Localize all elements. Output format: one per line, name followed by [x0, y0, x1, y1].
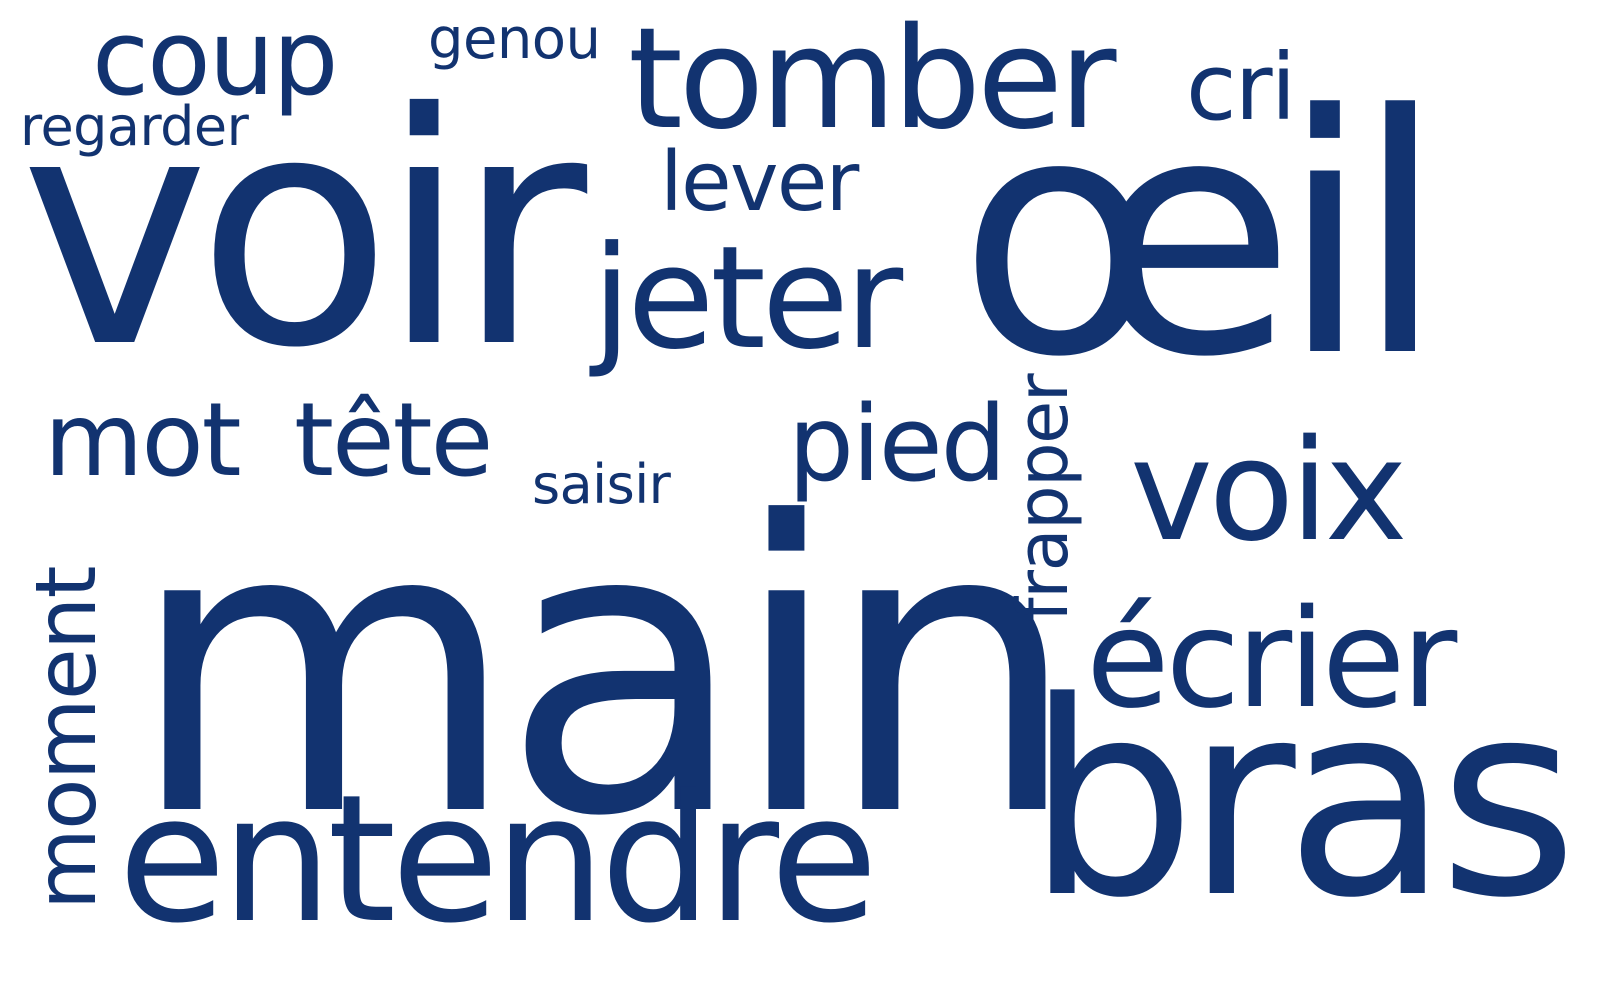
word-bras: bras: [1026, 645, 1578, 957]
word-coup: coup: [92, 0, 339, 119]
word-voir: voir: [20, 46, 587, 418]
word-genou: genou: [428, 7, 601, 72]
word-frapper: frapper: [1002, 374, 1084, 622]
word-tomber: tomber: [628, 0, 1116, 161]
word-moment: moment: [17, 567, 115, 910]
word-jeter: jeter: [592, 216, 903, 381]
word-ecrier: écrier: [1086, 581, 1457, 739]
word-pied: pied: [788, 383, 1007, 505]
word-mot: mot: [44, 381, 242, 500]
word-main: main: [128, 439, 1079, 904]
word-regarder: regarder: [20, 95, 249, 158]
word-oeil: œil: [958, 45, 1446, 429]
word-cri: cri: [1186, 34, 1296, 141]
word-saisir: saisir: [532, 453, 671, 516]
word-entendre: entendre: [118, 757, 878, 962]
word-tete: tête: [294, 381, 493, 500]
word-lever: lever: [660, 135, 859, 230]
word-voix: voix: [1130, 410, 1408, 573]
